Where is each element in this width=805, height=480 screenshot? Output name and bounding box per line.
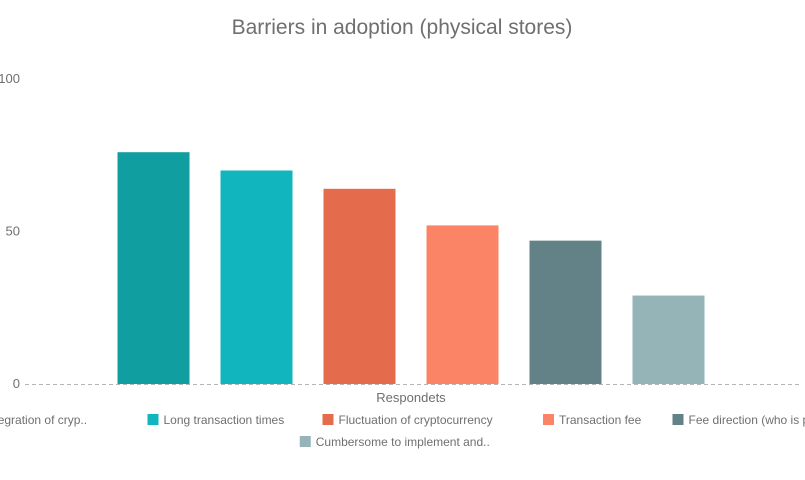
bar[interactable]	[529, 240, 602, 384]
bars	[117, 152, 705, 385]
legend-label: Fluctuation of cryptocurrency	[339, 413, 493, 427]
y-tick-label: 100	[0, 71, 20, 86]
legend-label: Transaction fee	[559, 413, 642, 427]
legend-swatch	[672, 414, 684, 425]
bar[interactable]	[323, 188, 396, 384]
bar[interactable]	[632, 295, 705, 384]
y-tick-label: 50	[6, 224, 20, 239]
legend-swatch	[543, 414, 554, 425]
bar[interactable]	[220, 170, 293, 385]
legend-label: Lack of integration of cryp..	[0, 413, 87, 427]
x-axis-label: Respondets	[376, 390, 446, 405]
legend-item[interactable]: Cumbersome to implement and..	[299, 435, 490, 449]
legend-swatch	[299, 436, 311, 447]
legend-item[interactable]: Long transaction times	[147, 413, 285, 427]
legend-label: Fee direction (who is payin..	[689, 413, 805, 427]
legend-swatch	[322, 414, 334, 425]
legend-swatch	[147, 414, 159, 425]
legend-item[interactable]: Transaction fee	[543, 413, 642, 427]
y-tick-label: 0	[13, 376, 20, 391]
y-axis: 0 50 100	[0, 71, 20, 391]
legend-label: Cumbersome to implement and..	[316, 435, 490, 449]
bar[interactable]	[117, 152, 190, 384]
bar[interactable]	[426, 225, 499, 384]
legend[interactable]: Lack of integration of cryp.. Long transa…	[0, 413, 805, 449]
legend-item[interactable]: Lack of integration of cryp..	[0, 413, 87, 427]
chart-title: Barriers in adoption (physical stores)	[232, 16, 573, 39]
legend-item[interactable]: Fee direction (who is payin..	[672, 413, 805, 427]
legend-label: Long transaction times	[164, 413, 285, 427]
legend-item[interactable]: Fluctuation of cryptocurrency	[322, 413, 493, 427]
